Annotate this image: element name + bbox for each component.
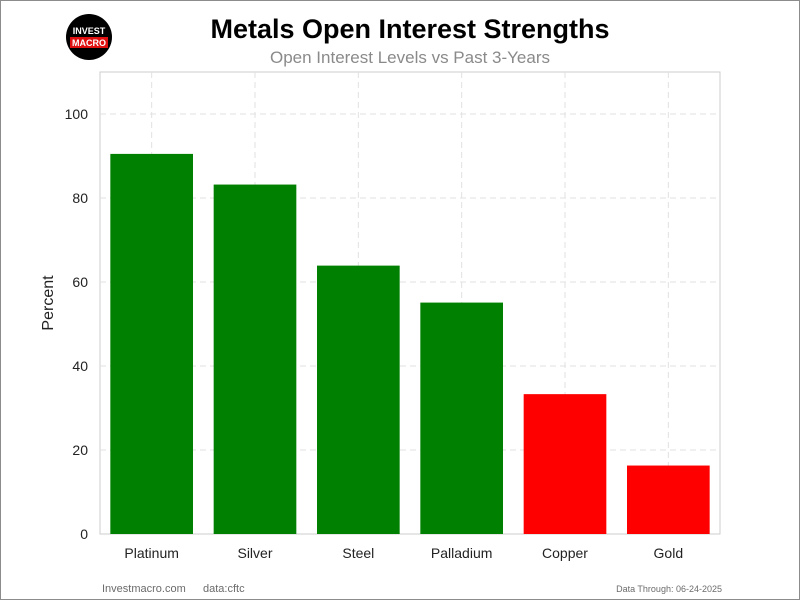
x-axis-ticks: Platinum Silver Steel Palladium Copper Gold [124, 545, 683, 561]
x-tick-label: Palladium [431, 545, 492, 561]
y-axis-label: Percent [40, 275, 57, 331]
y-tick-label: 80 [72, 190, 88, 206]
logo-accent-bar [70, 37, 108, 48]
x-tick-label: Copper [542, 545, 588, 561]
bar-copper [523, 394, 607, 534]
y-tick-label: 100 [65, 106, 89, 122]
x-tick-label: Silver [237, 545, 272, 561]
chart-title: Metals Open Interest Strengths [210, 14, 609, 44]
footer-data-through: Data Through: 06-24-2025 [616, 584, 722, 594]
bar-gold [627, 465, 710, 534]
y-tick-label: 0 [80, 526, 88, 542]
plot-area [99, 71, 721, 535]
y-tick-label: 40 [72, 358, 88, 374]
chart-subtitle: Open Interest Levels vs Past 3-Years [270, 48, 550, 67]
y-axis-ticks: 0 20 40 60 80 100 [65, 106, 89, 542]
bar-steel [317, 265, 400, 534]
bar-palladium [420, 302, 503, 534]
footer-source: data:cftc [203, 583, 245, 595]
x-tick-label: Gold [654, 545, 684, 561]
investmacro-logo: INVEST MACRO [66, 14, 112, 60]
logo-line1: INVEST [73, 26, 106, 36]
y-tick-label: 20 [72, 442, 88, 458]
footer-site: Investmacro.com [102, 583, 186, 595]
bars [110, 153, 710, 534]
x-tick-label: Platinum [124, 545, 178, 561]
y-tick-label: 60 [72, 274, 88, 290]
logo-line2: MACRO [72, 38, 106, 48]
x-tick-label: Steel [342, 545, 374, 561]
bar-platinum [110, 153, 193, 534]
bar-silver [213, 184, 297, 534]
